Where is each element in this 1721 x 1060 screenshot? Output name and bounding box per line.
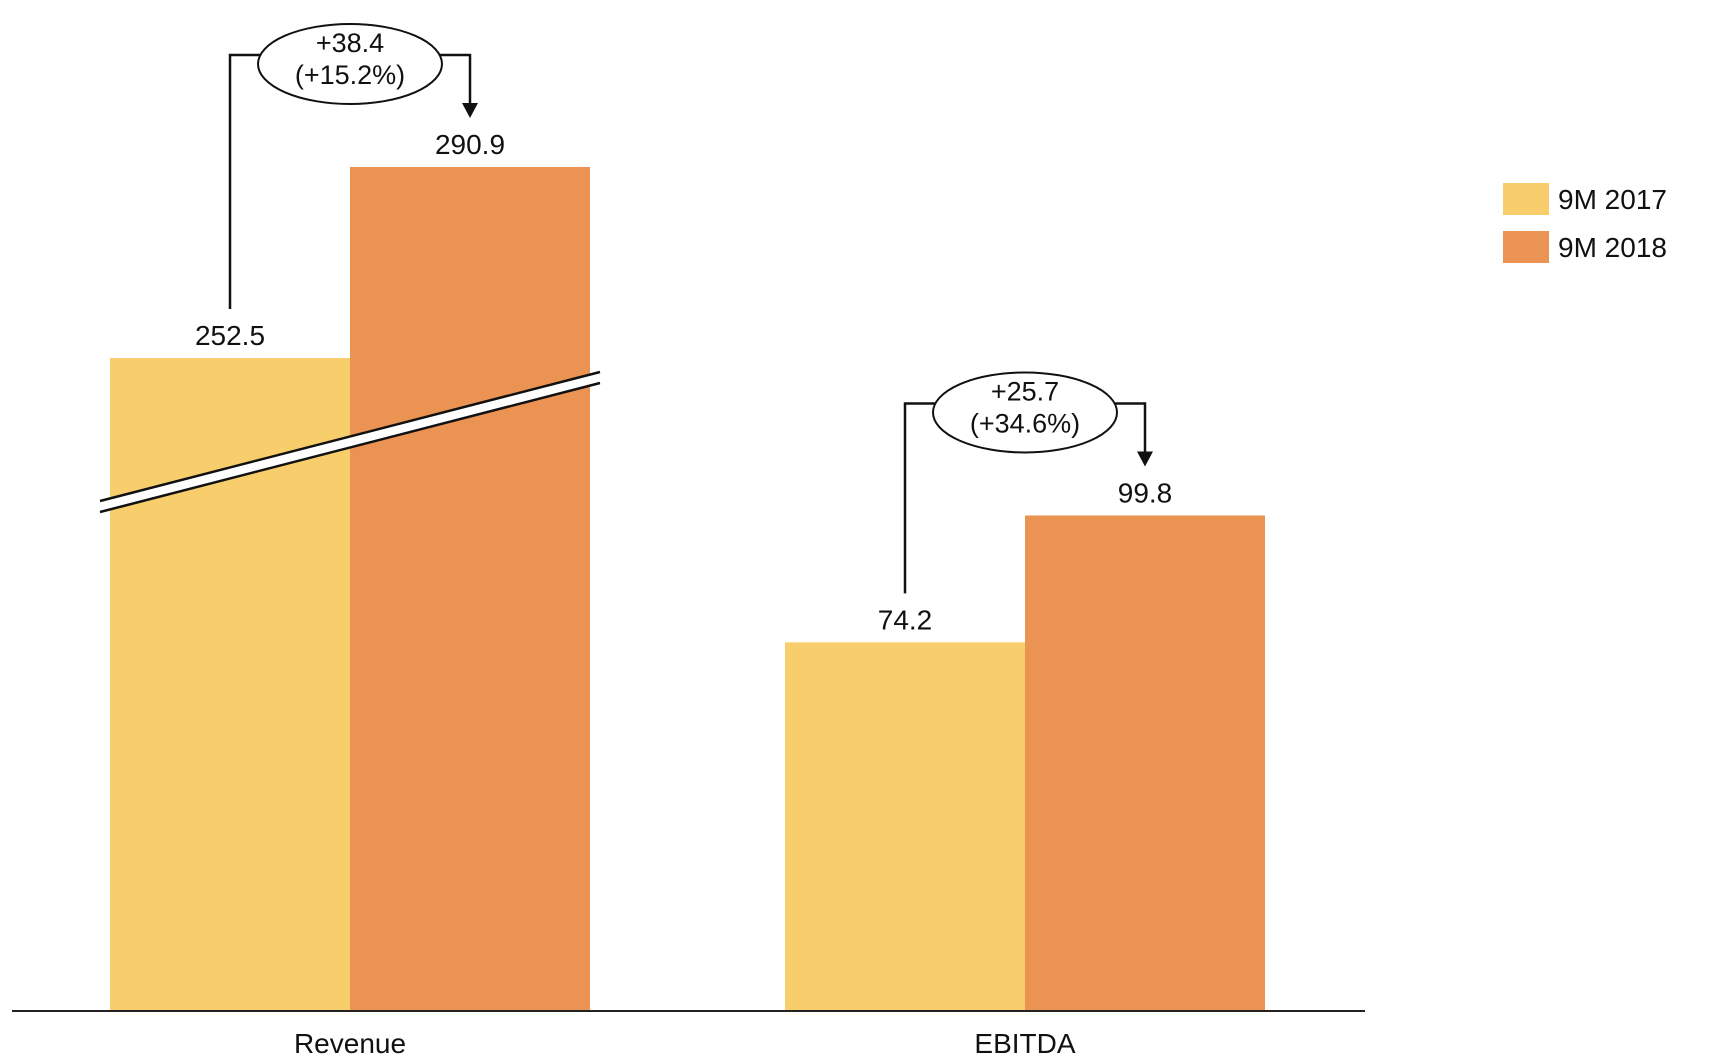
annotation-percent: (+15.2%) bbox=[295, 60, 405, 90]
bar-ebitda-9m-2017 bbox=[785, 642, 1025, 1010]
annotation-revenue: +38.4(+15.2%) bbox=[228, 23, 478, 309]
annotation-ebitda: +25.7(+34.6%) bbox=[903, 371, 1153, 594]
bar-revenue-9m-2018 bbox=[350, 167, 590, 1010]
legend-swatch-9m-2018 bbox=[1503, 231, 1549, 263]
axis-break-layer bbox=[99, 370, 601, 514]
change-annotations: +38.4(+15.2%) +25.7(+34.6%) bbox=[228, 23, 1153, 594]
annotation-arrow bbox=[1137, 451, 1153, 467]
annotation-delta: +25.7 bbox=[991, 376, 1059, 406]
category-label-ebitda: EBITDA bbox=[974, 1028, 1075, 1059]
axis-break-line-upper bbox=[99, 370, 601, 503]
annotation-percent: (+34.6%) bbox=[970, 408, 1080, 438]
legend-swatch-9m-2017 bbox=[1503, 183, 1549, 215]
legend-label-9m-2018: 9M 2018 bbox=[1558, 232, 1667, 263]
data-label-revenue-9m-2018: 290.9 bbox=[435, 129, 505, 160]
annotation-delta: +38.4 bbox=[316, 28, 384, 58]
annotation-ellipse bbox=[257, 23, 443, 105]
bars-layer: 252.5 290.9 74.2 99.8 bbox=[110, 129, 1265, 1010]
legend-label-9m-2017: 9M 2017 bbox=[1558, 184, 1667, 215]
annotation-ellipse bbox=[932, 371, 1118, 454]
bar-ebitda-9m-2018 bbox=[1025, 515, 1265, 1010]
axis-break-line-lower bbox=[99, 381, 601, 514]
data-label-ebitda-9m-2017: 74.2 bbox=[878, 604, 933, 635]
annotation-arrow bbox=[462, 103, 478, 118]
category-labels: Revenue EBITDA bbox=[294, 1028, 1076, 1059]
data-label-revenue-9m-2017: 252.5 bbox=[195, 320, 265, 351]
category-label-revenue: Revenue bbox=[294, 1028, 406, 1059]
axis-break-band bbox=[100, 372, 600, 512]
data-label-ebitda-9m-2018: 99.8 bbox=[1118, 477, 1173, 508]
legend: 9M 2017 9M 2018 bbox=[1503, 183, 1667, 263]
